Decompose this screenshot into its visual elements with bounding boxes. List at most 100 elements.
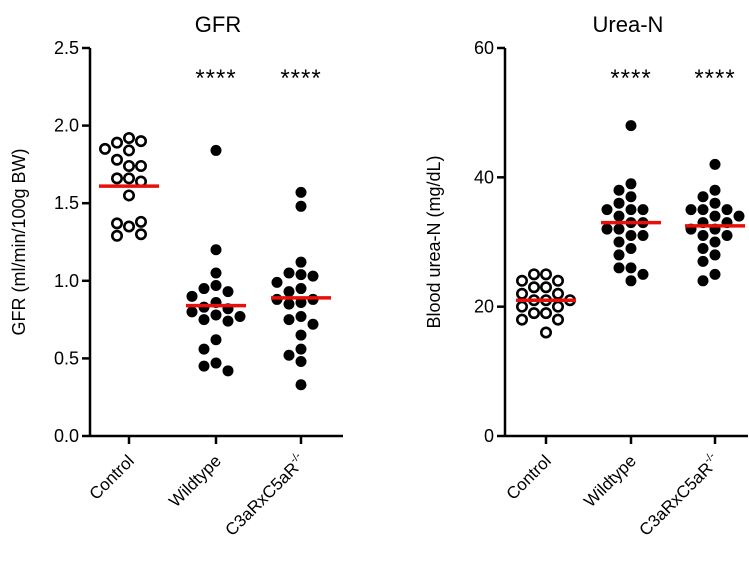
data-point-filled <box>625 204 637 216</box>
data-point-filled <box>295 310 307 322</box>
data-point-open <box>111 153 124 166</box>
x-category-superscript: -/- <box>702 450 718 466</box>
data-point-filled <box>625 230 637 242</box>
data-point-open <box>135 228 148 241</box>
significance-label: **** <box>610 65 651 92</box>
data-point-open <box>551 300 564 313</box>
data-point-open <box>551 287 564 300</box>
data-point-filled <box>721 204 733 216</box>
y-axis-label: GFR (ml/min/100g BW) <box>9 148 29 335</box>
data-point-filled <box>637 230 649 242</box>
y-axis-label: Blood urea-N (mg/dL) <box>424 155 444 328</box>
data-point-open <box>111 217 124 230</box>
data-point-filled <box>685 204 697 216</box>
data-point-filled <box>210 144 222 156</box>
data-point-filled <box>210 357 222 369</box>
data-point-filled <box>283 286 295 298</box>
x-category-label: Control <box>86 451 138 503</box>
data-point-filled <box>709 236 721 248</box>
data-point-filled <box>283 267 295 279</box>
data-point-filled <box>721 230 733 242</box>
data-point-filled <box>697 242 709 254</box>
data-point-open <box>515 274 528 287</box>
data-point-filled <box>283 314 295 326</box>
data-point-filled <box>613 210 625 222</box>
data-point-filled <box>295 186 307 198</box>
data-point-filled <box>625 262 637 274</box>
x-category-label: Wildtype <box>580 451 640 511</box>
data-point-open <box>123 220 136 233</box>
data-point-open <box>551 274 564 287</box>
data-point-filled <box>601 204 613 216</box>
chart-panel-2: Urea-N 0 20 40 60 Blood urea-N (mg/dL) Control… <box>424 12 748 540</box>
data-point-filled <box>210 267 222 279</box>
data-point-filled <box>601 223 613 235</box>
data-point-filled <box>709 210 721 222</box>
y-tick-label: 0 <box>484 426 494 446</box>
data-point-filled <box>210 334 222 346</box>
y-tick-label: 40 <box>474 167 494 187</box>
data-point-filled <box>295 297 307 309</box>
x-category-label: Control <box>503 451 555 503</box>
data-point-open <box>515 313 528 326</box>
data-point-filled <box>283 298 295 310</box>
data-point-filled <box>625 178 637 190</box>
y-tick-label: 1.5 <box>54 193 79 213</box>
data-point-filled <box>271 276 283 288</box>
y-tick-label: 0.0 <box>54 426 79 446</box>
data-point-filled <box>625 242 637 254</box>
x-category-label: C3aRxC5aR-/- <box>634 450 724 540</box>
data-point-filled <box>295 356 307 368</box>
data-point-filled <box>198 343 210 355</box>
data-point-filled <box>210 244 222 256</box>
data-point-filled <box>210 279 222 291</box>
data-point-filled <box>697 255 709 267</box>
data-point-filled <box>709 197 721 209</box>
data-point-filled <box>295 329 307 341</box>
significance-label: **** <box>280 65 321 92</box>
data-point-filled <box>613 197 625 209</box>
data-point-open <box>123 132 136 145</box>
data-point-filled <box>295 200 307 212</box>
data-point-filled <box>210 309 222 321</box>
data-point-filled <box>295 343 307 355</box>
data-point-open <box>135 159 148 172</box>
data-point-filled <box>625 120 637 132</box>
data-point-open <box>135 215 148 228</box>
data-point-filled <box>307 318 319 330</box>
data-point-filled <box>234 310 246 322</box>
data-point-open <box>515 287 528 300</box>
data-point-filled <box>186 306 198 318</box>
significance-label: **** <box>195 65 236 92</box>
data-point-open <box>551 313 564 326</box>
data-point-filled <box>295 379 307 391</box>
data-point-filled <box>613 249 625 261</box>
data-point-open <box>99 142 112 155</box>
data-point-filled <box>198 360 210 372</box>
data-point-filled <box>295 256 307 268</box>
y-tick-label: 60 <box>474 38 494 58</box>
data-point-filled <box>625 191 637 203</box>
x-category-label: C3aRxC5aR-/- <box>220 450 310 540</box>
data-point-filled <box>697 204 709 216</box>
data-point-filled <box>222 286 234 298</box>
data-point-open <box>123 172 136 185</box>
chart-title: Urea-N <box>593 12 664 37</box>
x-category-label: Wildtype <box>165 451 225 511</box>
data-point-filled <box>697 191 709 203</box>
data-point-filled <box>697 275 709 287</box>
significance-label: **** <box>694 65 735 92</box>
data-point-open <box>515 300 528 313</box>
data-point-filled <box>709 158 721 170</box>
y-tick-label: 20 <box>474 297 494 317</box>
data-point-filled <box>709 249 721 261</box>
data-point-filled <box>637 204 649 216</box>
y-tick-label: 1.0 <box>54 271 79 291</box>
data-point-filled <box>283 349 295 361</box>
data-point-open <box>539 281 552 294</box>
data-point-filled <box>625 275 637 287</box>
data-point-filled <box>709 184 721 196</box>
data-point-filled <box>613 236 625 248</box>
y-tick-label: 0.5 <box>54 348 79 368</box>
data-point-filled <box>613 262 625 274</box>
